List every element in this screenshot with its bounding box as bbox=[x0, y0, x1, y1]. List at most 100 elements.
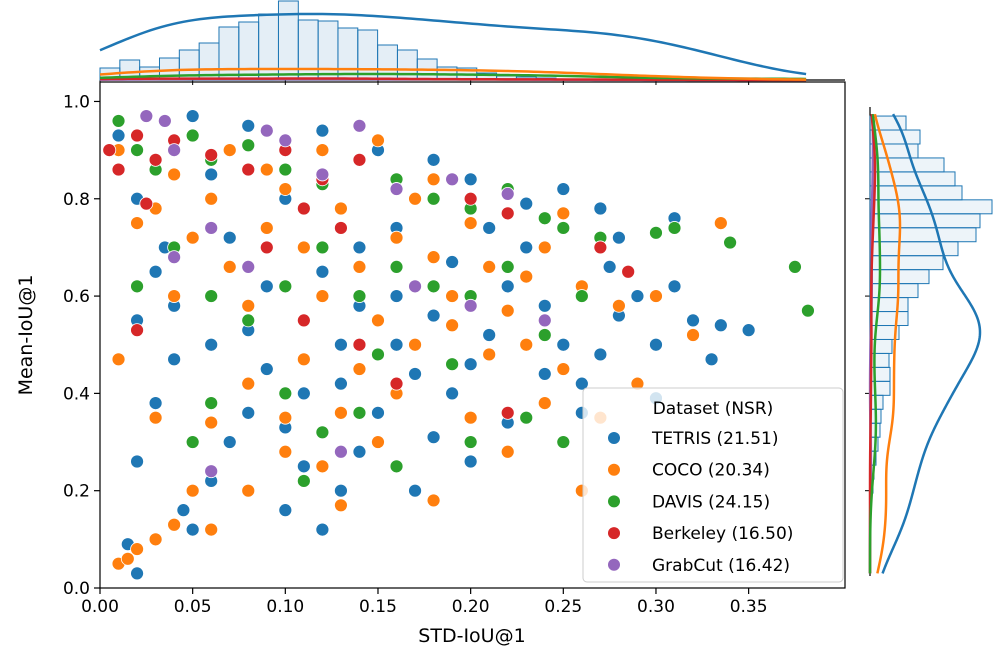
top-marginal-axes bbox=[99, 0, 845, 85]
scatter-point bbox=[167, 352, 182, 367]
scatter-point bbox=[463, 410, 478, 425]
scatter-point bbox=[788, 259, 802, 274]
scatter-point bbox=[296, 459, 311, 474]
scatter-point bbox=[102, 143, 117, 158]
scatter-point bbox=[389, 376, 404, 391]
scatter-point bbox=[204, 396, 219, 411]
scatter-point bbox=[334, 498, 348, 513]
scatter-point bbox=[296, 474, 311, 488]
scatter-point bbox=[334, 405, 348, 420]
scatter-point bbox=[241, 298, 256, 313]
y-tick-label: 0.0 bbox=[63, 579, 90, 599]
top-histogram-bar bbox=[297, 19, 319, 81]
scatter-point bbox=[130, 566, 144, 581]
scatter-point bbox=[111, 114, 126, 128]
scatter-point bbox=[371, 405, 385, 420]
x-tick-label: 0.15 bbox=[359, 597, 397, 617]
scatter-point bbox=[649, 225, 663, 240]
scatter-point bbox=[167, 167, 182, 182]
scatter-point bbox=[500, 187, 515, 201]
scatter-point bbox=[296, 352, 311, 367]
right-histogram-bar bbox=[869, 171, 956, 187]
scatter-point bbox=[408, 483, 422, 498]
scatter-point bbox=[704, 352, 719, 367]
scatter-point bbox=[185, 483, 200, 498]
scatter-point bbox=[621, 264, 636, 279]
y-tick-label: 0.8 bbox=[63, 190, 90, 210]
scatter-point bbox=[120, 551, 135, 566]
scatter-point bbox=[408, 279, 422, 294]
top-histogram-bar bbox=[317, 20, 339, 81]
top-histogram-bar bbox=[357, 29, 379, 81]
scatter-point bbox=[204, 337, 219, 352]
scatter-point bbox=[130, 542, 144, 556]
scatter-point bbox=[278, 503, 293, 518]
scatter-point bbox=[278, 279, 293, 294]
scatter-point bbox=[315, 143, 330, 158]
scatter-point bbox=[371, 347, 385, 362]
scatter-point bbox=[241, 138, 256, 153]
scatter-point bbox=[259, 162, 274, 177]
scatter-point bbox=[204, 221, 219, 235]
scatter-point bbox=[352, 152, 367, 167]
scatter-point bbox=[713, 318, 728, 333]
scatter-point bbox=[630, 289, 645, 303]
scatter-point bbox=[649, 289, 663, 303]
scatter-point bbox=[167, 289, 182, 303]
scatter-point bbox=[426, 172, 441, 187]
scatter-point bbox=[185, 128, 200, 143]
y-tick-label: 0.6 bbox=[63, 287, 90, 307]
scatter-point bbox=[130, 216, 144, 230]
scatter-point bbox=[667, 279, 682, 294]
scatter-point bbox=[500, 259, 515, 274]
scatter-point bbox=[167, 517, 182, 532]
scatter-point bbox=[185, 109, 200, 123]
main-axes: 0.00 0.05 0.10 0.15 0.20 0.25 0.30 0.35 0.00.20… bbox=[15, 81, 846, 647]
scatter-point bbox=[352, 444, 367, 459]
right-histogram-bar bbox=[869, 157, 945, 173]
right-histogram-bar bbox=[869, 352, 890, 368]
scatter-point bbox=[537, 396, 552, 411]
legend-marker bbox=[608, 558, 620, 571]
scatter-point bbox=[111, 128, 126, 143]
scatter-point bbox=[278, 182, 293, 196]
scatter-point bbox=[537, 211, 552, 226]
scatter-point bbox=[352, 337, 367, 352]
x-axis-label: STD-IoU@1 bbox=[418, 625, 525, 647]
scatter-point bbox=[130, 323, 144, 338]
scatter-point bbox=[315, 289, 330, 303]
scatter-point bbox=[334, 337, 348, 352]
plot-frame bbox=[99, 81, 846, 589]
scatter-point bbox=[241, 259, 256, 274]
scatter-point bbox=[593, 240, 608, 255]
scatter-point bbox=[334, 444, 348, 459]
scatter-point bbox=[426, 493, 441, 508]
scatter-point bbox=[167, 143, 182, 158]
scatter-point bbox=[500, 444, 515, 459]
scatter-point bbox=[556, 362, 571, 376]
scatter-point bbox=[445, 386, 460, 401]
scatter-point bbox=[593, 347, 608, 362]
top-histogram-bar bbox=[218, 26, 240, 81]
legend-label: COCO (20.34) bbox=[652, 461, 770, 481]
scatter-point bbox=[463, 191, 478, 206]
scatter-point bbox=[426, 191, 441, 206]
top-histogram-bar bbox=[238, 21, 260, 81]
scatter-point bbox=[426, 152, 441, 167]
scatter-point bbox=[296, 386, 311, 401]
scatter-point bbox=[222, 435, 237, 449]
scatter-point bbox=[241, 405, 256, 420]
scatter-point bbox=[482, 328, 497, 342]
scatter-point bbox=[176, 503, 191, 518]
scatter-point bbox=[574, 289, 589, 303]
scatter-point bbox=[482, 221, 497, 235]
scatter-point bbox=[389, 337, 404, 352]
right-kde-curve bbox=[873, 113, 902, 574]
legend-marker bbox=[608, 527, 620, 540]
scatter-point bbox=[371, 435, 385, 449]
scatter-point bbox=[482, 347, 497, 362]
scatter-point bbox=[185, 522, 200, 537]
scatter-point bbox=[204, 464, 219, 479]
scatter-point bbox=[352, 405, 367, 420]
